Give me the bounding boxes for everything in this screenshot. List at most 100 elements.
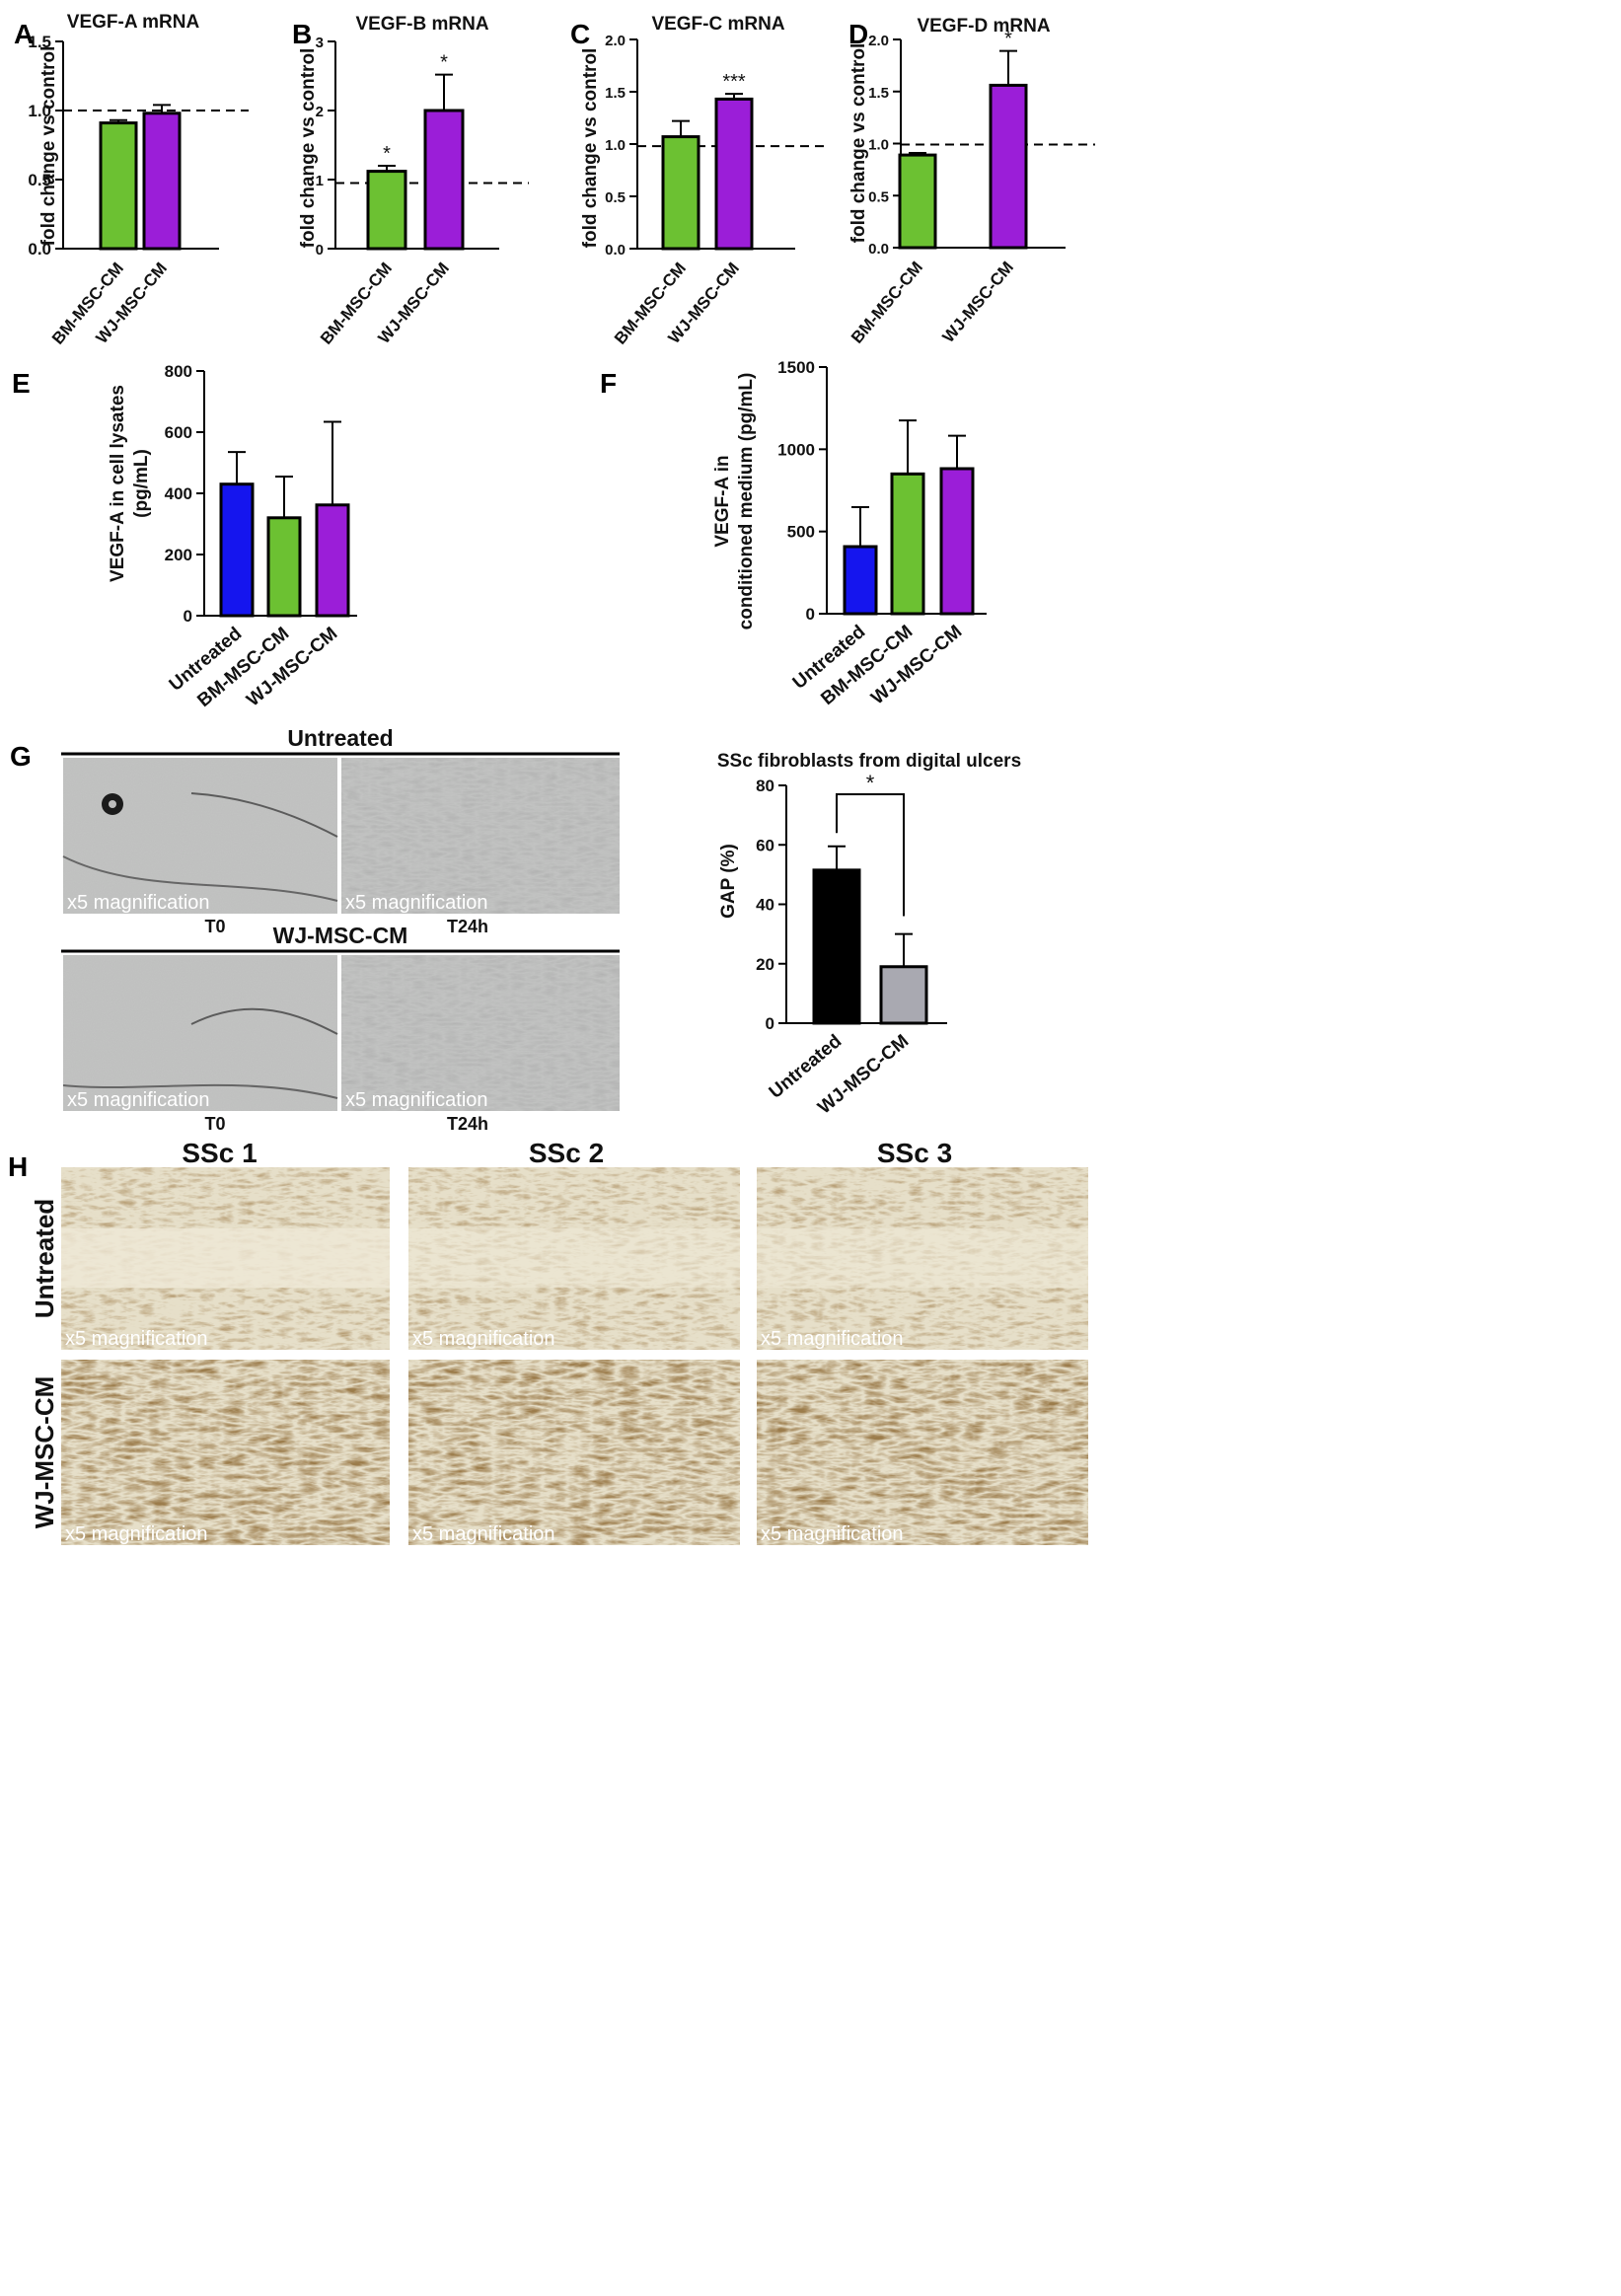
bar — [890, 472, 925, 616]
column-title: SSc 2 — [529, 1138, 604, 1168]
chart-title: VEGF-C mRNA — [651, 14, 784, 35]
stained-micrograph: x5 magnification — [757, 1360, 1088, 1545]
bar — [661, 135, 700, 251]
wound-gap — [61, 1228, 390, 1288]
magnification-label: x5 magnification — [412, 1523, 555, 1545]
chart-title: VEGF-A mRNA — [67, 12, 200, 33]
magnification-label: x5 magnification — [412, 1328, 555, 1350]
group-title: Untreated — [287, 725, 393, 751]
significance-mark: * — [383, 143, 391, 165]
y-tick-label: 2.0 — [605, 33, 626, 49]
y-tick-label: 1.0 — [28, 102, 51, 120]
chart-f: 0 500 1000 1500 VEGF-A in conditioned medium … — [712, 358, 987, 709]
bar — [219, 482, 255, 618]
y-tick-label: 1.0 — [605, 137, 626, 154]
micrograph-texture — [63, 758, 337, 914]
y-axis-label-line: conditioned medium (pg/mL) — [736, 373, 757, 630]
y-tick-label: 0 — [184, 607, 192, 626]
y-tick-label: 1500 — [777, 358, 815, 377]
scratch-micrograph: x5 magnification T0 — [62, 955, 338, 1134]
y-axis-label-line: (pg/mL) — [131, 449, 152, 518]
significance-mark: * — [866, 771, 875, 795]
bar — [939, 467, 975, 616]
y-tick-label: 0 — [806, 605, 815, 624]
stained-micrograph: x5 magnification — [757, 1167, 1088, 1350]
y-axis-label: fold change vs control — [298, 48, 319, 249]
panel-letter-c: C — [570, 19, 590, 49]
timepoint-label: T24h — [447, 917, 488, 936]
y-tick-label: 0.5 — [28, 171, 51, 189]
wound-edge — [62, 855, 338, 902]
bubble-artifact-center — [109, 800, 116, 808]
panel-letters: A B C D E F G H — [8, 19, 868, 1182]
y-tick-label: 600 — [165, 423, 192, 442]
column-title: SSc 1 — [182, 1138, 257, 1168]
bar — [812, 868, 861, 1025]
y-tick-label: 1.5 — [868, 85, 889, 102]
panel-letter-e: E — [12, 368, 31, 399]
stained-micrograph: x5 magnification — [408, 1167, 740, 1350]
magnification-label: x5 magnification — [761, 1523, 904, 1545]
bar — [266, 516, 302, 618]
panel-letter-f: F — [600, 368, 617, 399]
y-axis-label-line: VEGF-A in — [712, 455, 733, 547]
y-axis-label: VEGF-A in conditioned medium (pg/mL) — [712, 373, 757, 630]
bar — [879, 965, 928, 1025]
magnification-label: x5 magnification — [67, 892, 210, 914]
significance-mark: * — [1004, 29, 1012, 50]
y-axis-label: fold change vs control — [848, 43, 869, 244]
magnification-label: x5 magnification — [65, 1523, 208, 1545]
panel-letter-a: A — [14, 19, 34, 49]
y-tick-label: 0 — [316, 242, 324, 259]
y-tick-label: 1 — [316, 173, 324, 189]
panel-letter-d: D — [848, 19, 868, 49]
bar — [898, 153, 937, 250]
bar — [843, 545, 878, 616]
chart-title: VEGF-D mRNA — [917, 16, 1050, 37]
magnification-label: x5 magnification — [761, 1328, 904, 1350]
y-tick-label: 0.5 — [605, 189, 626, 206]
column-title: SSc 3 — [877, 1138, 952, 1168]
scratch-micrograph: x5 magnification T24h — [341, 758, 620, 936]
chart-title: SSc fibroblasts from digital ulcers — [717, 751, 1021, 772]
y-tick-label: 20 — [756, 955, 774, 974]
y-tick-label: 200 — [165, 546, 192, 564]
bar — [714, 97, 754, 251]
y-axis-label: fold change vs control — [580, 48, 601, 249]
y-tick-label: 1.5 — [605, 85, 626, 102]
micrograph-texture — [408, 1360, 740, 1545]
significance-bracket — [836, 793, 905, 917]
y-axis-label-line: VEGF-A in cell lysates — [108, 385, 128, 582]
y-tick-label: 1.5 — [28, 33, 51, 51]
bar — [423, 109, 465, 251]
wound-gap — [408, 1228, 740, 1288]
wound-edge — [62, 1083, 338, 1099]
y-tick-label: 2 — [316, 104, 324, 120]
y-tick-label: 3 — [316, 35, 324, 51]
bar — [99, 121, 138, 251]
magnification-label: x5 magnification — [345, 1089, 488, 1111]
y-tick-label: 40 — [756, 896, 774, 915]
wound-gap — [757, 1228, 1088, 1288]
magnification-label: x5 magnification — [67, 1089, 210, 1111]
y-tick-label: 60 — [756, 836, 774, 854]
row-title: WJ-MSC-CM — [30, 1376, 59, 1529]
y-axis-label: GAP (%) — [718, 844, 739, 919]
y-axis-label: fold change vs control — [38, 46, 59, 247]
y-tick-label: 0.0 — [605, 242, 626, 259]
micrograph-texture — [341, 758, 620, 914]
stained-micrograph: x5 magnification — [408, 1360, 740, 1545]
magnification-label: x5 magnification — [345, 892, 488, 914]
significance-mark: * — [440, 52, 448, 74]
y-tick-label: 1000 — [777, 440, 815, 459]
y-tick-label: 400 — [165, 484, 192, 503]
y-tick-label: 80 — [756, 777, 774, 795]
y-axis-label: VEGF-A in cell lysates (pg/mL) — [108, 385, 152, 582]
y-tick-label: 1.0 — [868, 137, 889, 154]
wound-edge — [190, 1007, 338, 1035]
